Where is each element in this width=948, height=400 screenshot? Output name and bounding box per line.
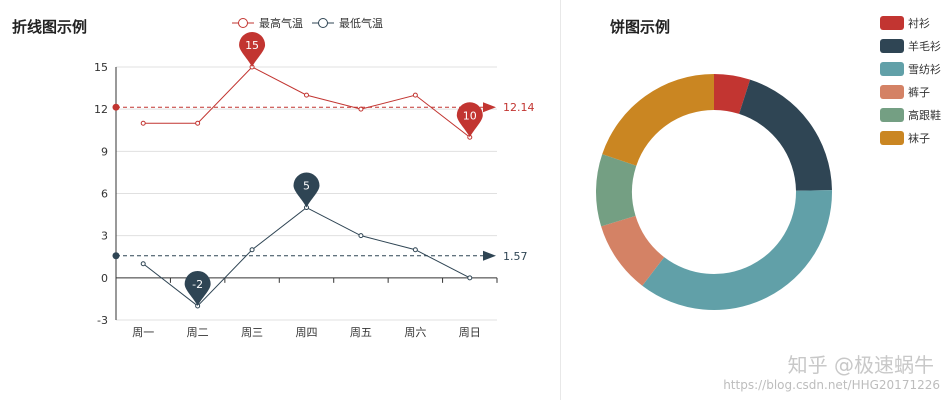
data-point — [412, 92, 418, 98]
data-point — [140, 261, 146, 267]
watermark-main: 知乎 @极速蜗牛 — [787, 353, 934, 377]
x-tick-label: 周四 — [296, 326, 318, 339]
pie-slice-5 — [602, 74, 714, 166]
mark-line-arrow — [483, 102, 496, 113]
data-point — [358, 233, 364, 239]
pie-legend-item-2[interactable]: 雪纺衫 — [880, 62, 941, 76]
mark-point-pin — [456, 102, 483, 138]
data-point — [304, 92, 309, 98]
pie-chart-title: 饼图示例 — [610, 18, 671, 36]
x-tick-label: 周一 — [132, 326, 154, 339]
pie-chart-panel: 饼图示例 衬衫羊毛衫雪纺衫裤子高跟鞋袜子 — [566, 0, 948, 400]
pie-legend-swatch — [880, 62, 904, 76]
mark-line-label: 12.14 — [503, 101, 535, 114]
y-tick-label: 0 — [101, 272, 108, 285]
pie-slice-3 — [601, 215, 665, 286]
pie-legend-label: 衬衫 — [908, 17, 930, 30]
data-point — [358, 106, 364, 112]
pie-legend-label: 高跟鞋 — [908, 108, 941, 122]
data-point — [195, 120, 201, 126]
legend-label: 最高气温 — [259, 16, 303, 30]
y-tick-label: 9 — [101, 145, 108, 158]
y-tick-label: 15 — [94, 61, 108, 74]
pie-legend-item-0[interactable]: 衬衫 — [880, 16, 930, 30]
mark-point-pin — [184, 270, 211, 306]
data-point — [467, 275, 473, 281]
y-tick-label: 6 — [101, 188, 108, 201]
pie-legend-item-3[interactable]: 裤子 — [880, 85, 930, 99]
legend-label: 最低气温 — [339, 16, 383, 30]
mark-point-pin — [239, 31, 266, 68]
x-tick-label: 周五 — [350, 326, 372, 339]
pie-legend-swatch — [880, 16, 904, 30]
pie-legend-item-1[interactable]: 羊毛衫 — [880, 39, 941, 53]
pie-slice-2 — [642, 190, 832, 310]
y-tick-label: -3 — [97, 314, 108, 327]
data-point — [249, 247, 255, 253]
pie-legend-swatch — [880, 108, 904, 122]
data-point — [412, 247, 418, 253]
mark-line-arrow — [483, 250, 496, 261]
pie-legend-item-5[interactable]: 袜子 — [880, 131, 930, 145]
mark-point-label: -2 — [192, 278, 203, 291]
watermark-url: https://blog.csdn.net/HHG20171226 — [723, 378, 940, 392]
mark-point-pin — [293, 172, 320, 208]
pie-legend-label: 袜子 — [908, 131, 930, 145]
legend-marker — [318, 18, 328, 28]
line-chart-title: 折线图示例 — [12, 18, 88, 36]
pie-legend-swatch — [880, 85, 904, 99]
line-chart: -3 0 3 6 9 12 15 周一 周二 周三 周四 周五 周六 周日 12.14 15 10 1.57 5 -2… — [94, 16, 535, 339]
mark-line-label: 1.57 — [503, 250, 528, 263]
pie-slice-0 — [714, 74, 751, 114]
pie-slice-4 — [596, 154, 637, 227]
pie-legend-label: 裤子 — [908, 85, 930, 99]
line-chart-panel: 折线图示例 -3 0 3 6 9 12 15 周一 周二 周三 周四 周五 周六 周日 12.14 15 10 1… — [12, 0, 561, 400]
x-tick-label: 周三 — [241, 326, 263, 339]
pie-legend-label: 羊毛衫 — [908, 39, 941, 53]
pie-legend-swatch — [880, 131, 904, 145]
pie-legend-swatch — [880, 39, 904, 53]
x-tick-label: 周六 — [404, 326, 426, 339]
x-tick-label: 周二 — [187, 326, 209, 339]
mark-point-label: 5 — [303, 180, 310, 193]
pie-legend-label: 雪纺衫 — [908, 62, 941, 76]
legend-marker — [238, 18, 248, 28]
mark-point-label: 15 — [245, 39, 259, 52]
series-line-0 — [143, 66, 471, 138]
x-tick-label: 周日 — [459, 326, 481, 339]
pie-slice-1 — [739, 79, 832, 191]
y-tick-label: 12 — [94, 103, 108, 116]
legend-item-0[interactable]: 最高气温 — [232, 16, 303, 30]
pie-legend-item-4[interactable]: 高跟鞋 — [880, 108, 941, 122]
y-tick-label: 3 — [101, 230, 108, 243]
legend-item-1[interactable]: 最低气温 — [312, 16, 383, 30]
mark-point-label: 10 — [463, 109, 477, 122]
data-point — [140, 120, 146, 126]
